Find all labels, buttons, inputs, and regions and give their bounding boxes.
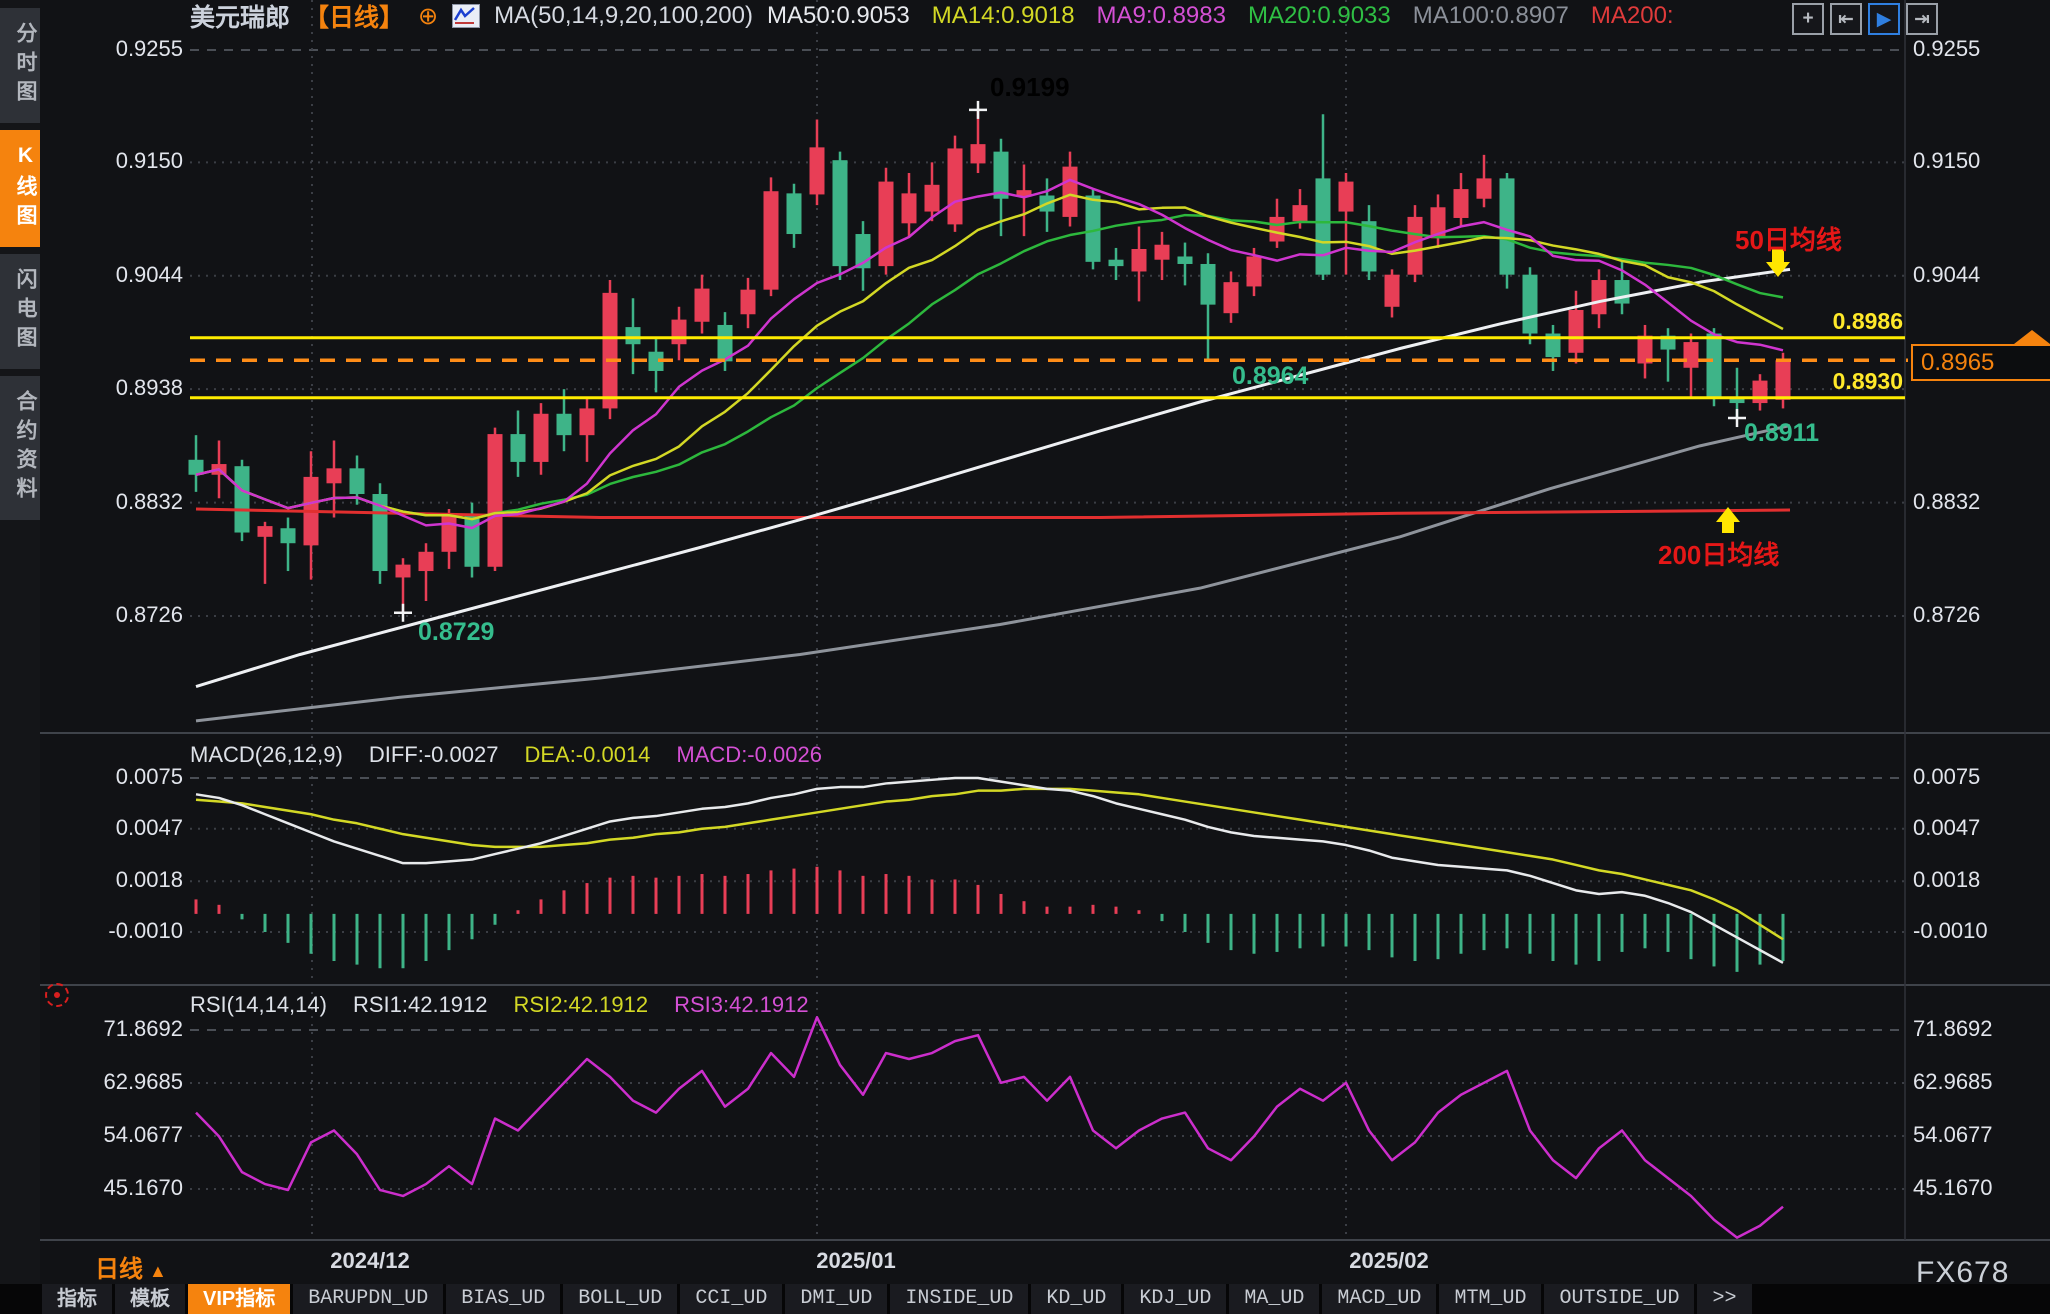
indicator-tab-KD_UD[interactable]: KD_UD <box>1031 1284 1122 1314</box>
sidebar: 分时图 K线图闪电图合约资料 <box>0 0 40 1314</box>
rsi-axis-label-right: 62.9685 <box>1913 1069 1993 1094</box>
indicator-marker-icon[interactable] <box>45 983 69 1007</box>
rsi-axis-label-right: 54.0677 <box>1913 1122 1993 1147</box>
rsi1-value: RSI1:42.1912 <box>352 992 488 1017</box>
add-compare-icon[interactable]: ⊕ <box>418 2 439 30</box>
indicator-tab-指标[interactable]: 指标 <box>42 1284 112 1314</box>
indicator-tab-OUTSIDE_UD[interactable]: OUTSIDE_UD <box>1544 1284 1695 1314</box>
price-axis-label-left: 0.9044 <box>115 261 183 287</box>
rsi-axis-label-left: 71.8692 <box>103 1016 183 1041</box>
price-axis-label-left: 0.9255 <box>115 36 183 61</box>
footer-tab-bar: 指标 模板 VIP指标 BARUPDN_UD BIAS_UD BOLL_UD CCI_UD D… <box>42 1284 1752 1314</box>
ma-values-row: MA50:0.9053 MA14:0.9018 MA9:0.8983 MA20:0.9… <box>767 2 1674 30</box>
macd-axis-label-left: -0.0010 <box>108 918 183 943</box>
indicator-tab-CCI_UD[interactable]: CCI_UD <box>680 1284 783 1314</box>
period-label: 日线 <box>95 1256 143 1283</box>
price-axis-label-right: 0.9044 <box>1913 261 1981 287</box>
macd-axis-label-right: 0.0047 <box>1913 814 1981 840</box>
mid-low-annotation: 0.8964 <box>1232 362 1309 390</box>
symbol-title: 美元瑞郎 <box>190 4 291 32</box>
rsi-legend-row: RSI(14,14,14) RSI1:42.1912 RSI2:42.1912 … <box>190 992 809 1018</box>
indicator-tab-模板[interactable]: 模板 <box>115 1284 185 1314</box>
indicator-tab-BARUPDN_UD[interactable]: BARUPDN_UD <box>293 1284 444 1314</box>
ma-value-label: MA200: <box>1590 2 1674 29</box>
macd-macd-value: MACD:-0.0026 <box>676 742 822 767</box>
macd-diff-value: DIFF:-0.0027 <box>368 742 499 767</box>
indicator-tab-VIP指标[interactable]: VIP指标 <box>188 1284 291 1314</box>
support-level-label: 0.8930 <box>1832 368 1903 394</box>
indicator-tab-MA_UD[interactable]: MA_UD <box>1229 1284 1320 1314</box>
indicator-tab-INSIDE_UD[interactable]: INSIDE_UD <box>890 1284 1029 1314</box>
price-axis-label-left: 0.8726 <box>115 601 183 627</box>
date-axis-label: 2025/01 <box>816 1248 896 1273</box>
price-axis-label-left: 0.8832 <box>115 488 183 514</box>
price-axis-label-right: 0.9150 <box>1913 148 1981 174</box>
macd-axis-label-right: 0.0075 <box>1913 764 1981 789</box>
rsi3-value: RSI3:42.1912 <box>674 992 809 1017</box>
ma-value-label: MA9:0.8983 <box>1096 2 1226 29</box>
chart-header-legend: 美元瑞郎 【日线】 ⊕ MA(50,14,9,20,100,200) MA50:… <box>190 2 1674 32</box>
ma200-callout-label: 200日均线 <box>1658 540 1780 570</box>
macd-legend-row: MACD(26,12,9) DIFF:-0.0027 DEA:-0.0014 M… <box>190 742 822 768</box>
rsi-axis-label-left: 54.0677 <box>103 1122 183 1147</box>
ma-value-label: MA50:0.9053 <box>766 2 910 29</box>
current-price-box: 0.8965 <box>1911 344 2050 381</box>
indicator-tab-MTM_UD[interactable]: MTM_UD <box>1439 1284 1542 1314</box>
ma-parameters-label: MA(50,14,9,20,100,200) <box>494 2 753 29</box>
price-axis-label-left: 0.8938 <box>115 375 183 401</box>
dec-low-annotation: 0.8729 <box>418 618 495 646</box>
indicator-tab-KDJ_UD[interactable]: KDJ_UD <box>1124 1284 1227 1314</box>
macd-dea-value: DEA:-0.0014 <box>524 742 651 767</box>
rsi-axis-label-left: 62.9685 <box>103 1069 183 1094</box>
rsi2-value: RSI2:42.1912 <box>513 992 649 1017</box>
rsi-axis-label-right: 71.8692 <box>1913 1016 1993 1041</box>
rsi-axis-label-left: 45.1670 <box>103 1175 183 1200</box>
ma50-callout-label: 50日均线 <box>1735 225 1842 255</box>
indicator-tab-DMI_UD[interactable]: DMI_UD <box>785 1284 888 1314</box>
axis-play-icon[interactable]: ▶ <box>1868 3 1900 35</box>
sidebar-item-合约资料[interactable]: 合约资料 <box>0 376 40 520</box>
macd-axis-label-right: -0.0010 <box>1913 918 1988 943</box>
peak-price-annotation: 0.9199 <box>990 72 1070 102</box>
chart-type-icon[interactable] <box>452 4 481 28</box>
move-cross-icon[interactable]: + <box>1792 3 1824 35</box>
axis-shift-left-icon[interactable]: ⇤ <box>1830 3 1862 35</box>
price-axis-label-left: 0.9150 <box>115 148 183 174</box>
period-selector[interactable]: 日线 ▲ <box>95 1249 167 1284</box>
macd-name-label: MACD(26,12,9) <box>190 742 343 767</box>
indicator-tab-BOLL_UD[interactable]: BOLL_UD <box>563 1284 678 1314</box>
indicator-tab->>[interactable]: >> <box>1697 1284 1752 1314</box>
price-axis-label-right: 0.9255 <box>1913 36 1981 61</box>
macd-axis-label-left: 0.0075 <box>115 764 183 789</box>
date-axis-label: 2025/02 <box>1349 1248 1429 1273</box>
macd-axis-label-left: 0.0018 <box>115 867 183 893</box>
sidebar-item-active-K线图[interactable]: K线图 <box>0 130 40 247</box>
sidebar-item-闪电图[interactable]: 闪电图 <box>0 254 40 369</box>
macd-axis-label-right: 0.0018 <box>1913 867 1981 893</box>
indicator-tab-BIAS_UD[interactable]: BIAS_UD <box>446 1284 561 1314</box>
watermark: FX678 <box>1916 1256 2010 1289</box>
ma-value-label: MA14:0.9018 <box>931 2 1075 29</box>
sidebar-item-分时图[interactable]: 分时图 <box>0 8 40 123</box>
price-axis-label-right: 0.8832 <box>1913 488 1981 514</box>
resistance-level-label: 0.8986 <box>1832 308 1903 334</box>
ma-value-label: MA100:0.8907 <box>1412 2 1569 29</box>
recent-low-annotation: 0.8911 <box>1744 419 1820 447</box>
price-axis-label-right: 0.8726 <box>1913 601 1981 627</box>
period-arrow-icon: ▲ <box>149 1261 167 1281</box>
chart-tool-buttons: + ⇤ ▶ ⇥ <box>1792 3 1938 35</box>
date-axis-label: 2024/12 <box>330 1248 410 1273</box>
ma-value-label: MA20:0.9033 <box>1247 2 1391 29</box>
rsi-axis-label-right: 45.1670 <box>1913 1175 1993 1200</box>
indicator-tab-MACD_UD[interactable]: MACD_UD <box>1322 1284 1437 1314</box>
rsi-name-label: RSI(14,14,14) <box>190 992 327 1017</box>
period-tag: 【日线】 <box>304 4 405 32</box>
macd-axis-label-left: 0.0047 <box>115 814 183 840</box>
axis-shift-right-icon[interactable]: ⇥ <box>1906 3 1938 35</box>
